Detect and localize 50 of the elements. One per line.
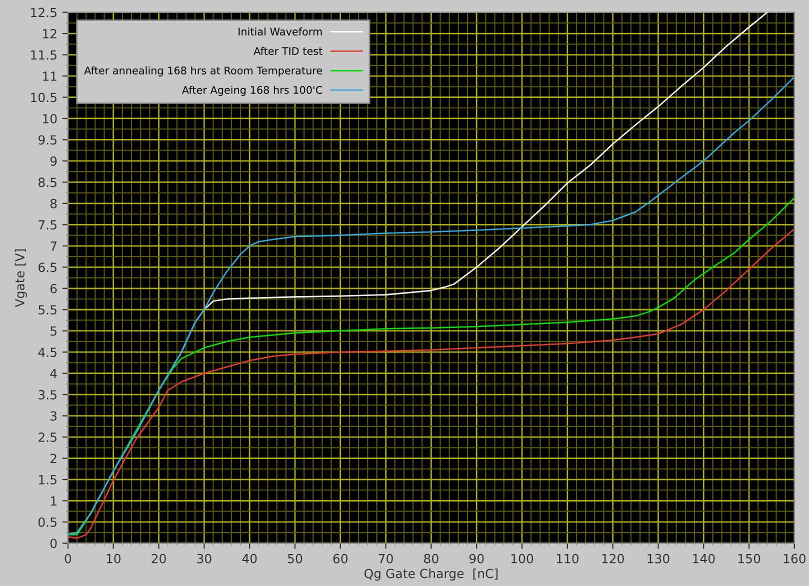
x-tick-label: 160 xyxy=(784,554,806,564)
y-tick-label: 9.5 xyxy=(38,135,56,145)
x-tick-label: 120 xyxy=(602,554,624,564)
x-tick-label: 30 xyxy=(197,554,212,564)
x-tick-label: 10 xyxy=(106,554,120,564)
y-tick-label: 8 xyxy=(50,198,57,208)
y-tick-label: 4.5 xyxy=(38,348,56,358)
x-tick-label: 110 xyxy=(556,554,579,564)
x-tick-label: 70 xyxy=(378,554,393,564)
y-tick-label: 3.5 xyxy=(38,390,56,400)
y-tick-label: 12 xyxy=(43,29,56,38)
y-tick-label: 2 xyxy=(50,454,56,464)
y-tick-label: 5 xyxy=(50,326,56,336)
y-tick-label: 3 xyxy=(50,411,57,421)
y-tick-label: 10.5 xyxy=(31,92,56,102)
legend-label: After TID test xyxy=(254,46,322,55)
y-tick-label: 2.5 xyxy=(38,432,56,442)
y-tick-label: 6.5 xyxy=(38,262,56,272)
y-tick-label: 0 xyxy=(50,538,57,548)
y-tick-label: 12.5 xyxy=(31,8,56,18)
x-tick-label: 90 xyxy=(469,554,484,564)
y-tick-label: 8.5 xyxy=(38,178,56,188)
legend-label: After annealing 168 hrs at Room Temperature xyxy=(84,66,322,76)
x-tick-label: 60 xyxy=(333,554,348,564)
legend-label: After Ageing 168 hrs 100'C xyxy=(182,86,322,96)
y-tick-label: 7.5 xyxy=(38,220,56,230)
y-tick-label: 1.5 xyxy=(39,475,56,484)
y-tick-label: 5.5 xyxy=(38,305,56,315)
x-tick-label: 50 xyxy=(288,554,302,564)
legend-label: Initial Waveform xyxy=(238,27,322,36)
x-axis-title: Qg Gate Charge [nC] xyxy=(364,568,498,581)
line-series xyxy=(68,76,794,536)
y-tick-label: 9 xyxy=(50,156,57,166)
y-tick-label: 6 xyxy=(50,284,57,294)
y-tick-label: 10 xyxy=(43,114,57,124)
x-tick-label: 0 xyxy=(64,554,72,564)
x-tick-label: 150 xyxy=(738,554,760,564)
y-tick-label: 4 xyxy=(50,368,57,378)
x-tick-label: 20 xyxy=(152,554,166,564)
y-tick-label: 0.5 xyxy=(38,517,56,527)
x-tick-label: 100 xyxy=(511,554,534,564)
y-tick-label: 11.5 xyxy=(31,50,56,60)
x-tick-label: 130 xyxy=(648,554,670,564)
x-tick-label: 80 xyxy=(424,554,438,564)
y-axis-title: Vgate [V] xyxy=(14,249,27,308)
y-tick-label: 11 xyxy=(43,72,56,81)
y-tick-label: 1 xyxy=(50,496,56,506)
x-tick-label: 140 xyxy=(693,554,715,564)
x-tick-label: 40 xyxy=(242,554,257,564)
y-tick-label: 7 xyxy=(50,242,56,251)
